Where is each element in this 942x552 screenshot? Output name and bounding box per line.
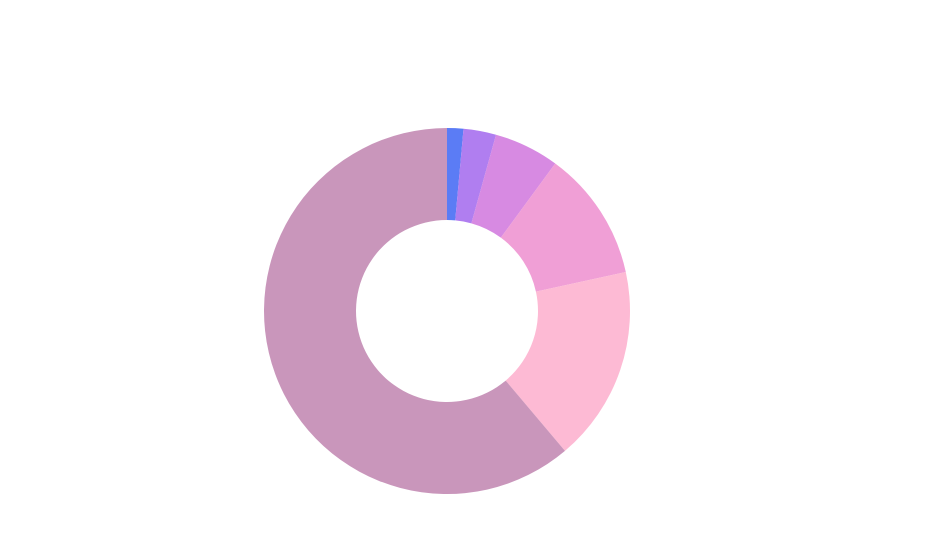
donut-slice-1: [447, 128, 464, 221]
donut-slice-6: [263, 128, 565, 494]
donut-slice-4: [500, 163, 626, 292]
donut-slice-3: [471, 134, 556, 238]
donut-slice-5: [505, 272, 630, 451]
donut-slice-2: [455, 128, 497, 224]
donut-slices: [263, 128, 630, 494]
